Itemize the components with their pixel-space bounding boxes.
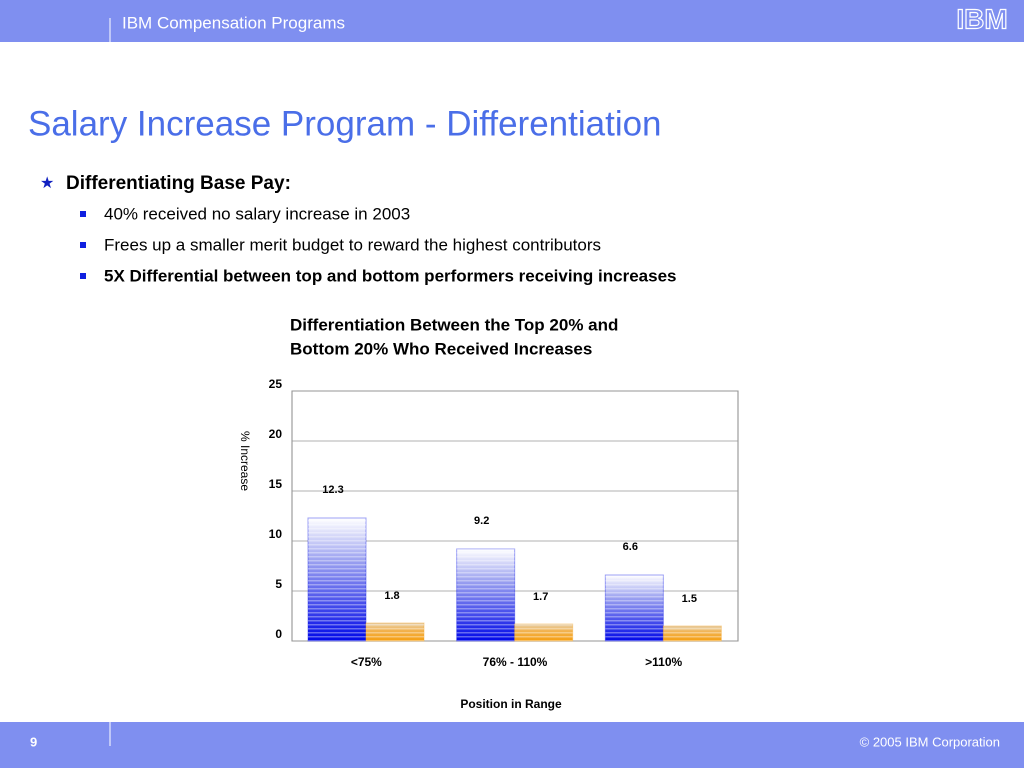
- bar-texture: [663, 626, 722, 641]
- x-tick-label: <75%: [351, 655, 382, 669]
- subbullet: 5X Differential between top and bottom p…: [104, 266, 677, 285]
- chart-title: Differentiation Between the Top 20% and: [290, 315, 618, 334]
- data-label: 12.3: [322, 484, 343, 496]
- slide-title: Salary Increase Program - Differentiatio…: [28, 104, 662, 143]
- square-bullet: [80, 242, 86, 248]
- y-tick-label: 15: [269, 477, 283, 491]
- data-label: 9.2: [474, 515, 489, 527]
- chart-title: Bottom 20% Who Received Increases: [290, 339, 592, 358]
- footer-bar: [0, 722, 1024, 768]
- y-tick-label: 10: [269, 527, 283, 541]
- data-label: 1.7: [533, 591, 548, 603]
- y-tick-label: 20: [269, 427, 283, 441]
- x-tick-label: >110%: [645, 655, 682, 669]
- bar-texture: [605, 575, 664, 641]
- data-label: 1.8: [384, 590, 399, 602]
- y-axis-label: % Increase: [238, 431, 252, 491]
- bullet: Differentiating Base Pay:: [66, 173, 291, 194]
- square-bullet: [80, 211, 86, 217]
- bar-texture: [456, 549, 515, 641]
- subbullet: Frees up a smaller merit budget to rewar…: [104, 235, 601, 254]
- header-title: IBM Compensation Programs: [122, 13, 345, 32]
- copyright: © 2005 IBM Corporation: [860, 734, 1000, 749]
- bar-texture: [366, 623, 424, 641]
- y-tick-label: 25: [269, 377, 283, 391]
- page-number: 9: [30, 734, 37, 749]
- square-bullet: [80, 273, 86, 279]
- star-icon: ★: [40, 175, 54, 192]
- bar-texture: [514, 624, 573, 641]
- x-axis-label: Position in Range: [460, 697, 562, 711]
- subbullet: 40% received no salary increase in 2003: [104, 204, 410, 223]
- data-label: 1.5: [682, 593, 697, 605]
- x-tick-label: 76% - 110%: [483, 655, 548, 669]
- y-tick-label: 0: [275, 627, 282, 641]
- bar-texture: [308, 518, 366, 641]
- header-bar: [0, 0, 1024, 42]
- logo: IBM: [956, 3, 1007, 34]
- y-tick-label: 5: [275, 577, 282, 591]
- data-label: 6.6: [623, 541, 638, 553]
